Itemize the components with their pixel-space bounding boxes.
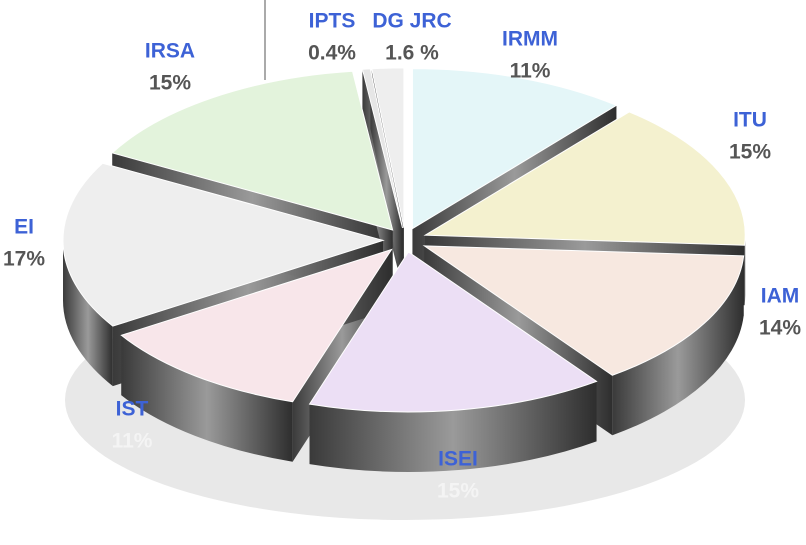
category-label: EI	[14, 216, 34, 239]
slice-top	[361, 68, 404, 229]
category-label: DG JRC	[372, 10, 451, 33]
slice-top	[422, 245, 745, 376]
value-label: 15%	[437, 480, 479, 503]
value-label: 15%	[729, 141, 771, 164]
slice-top	[308, 251, 598, 413]
slice-side	[121, 335, 293, 462]
value-label: 17%	[3, 248, 45, 271]
slice-top	[62, 162, 385, 327]
value-label: 15%	[149, 72, 191, 95]
slice-top	[423, 111, 746, 246]
slice-side	[63, 240, 113, 387]
category-label: IAM	[761, 285, 800, 308]
slice-side	[612, 255, 744, 436]
value-label: 14%	[759, 317, 801, 340]
value-label: 1.6 %	[385, 42, 439, 65]
category-label: IST	[116, 398, 149, 421]
slice-top	[111, 70, 394, 231]
slice-top	[411, 68, 618, 230]
category-label: IRSA	[145, 40, 195, 63]
labels: IRMM 11% ITU 15% IAM 14% ISEI 15% IST 11% EI 17% IRS…	[3, 10, 801, 503]
category-label: ISEI	[438, 448, 478, 471]
slice-side	[309, 381, 597, 472]
slice	[308, 251, 598, 472]
category-label: IPTS	[309, 10, 356, 33]
category-label: ITU	[733, 109, 767, 132]
value-label: 11%	[112, 430, 153, 453]
category-label: IRMM	[502, 28, 558, 51]
slice-top	[371, 67, 405, 229]
value-label: 11%	[510, 60, 551, 83]
slice-side	[744, 235, 746, 306]
slice-top	[120, 248, 393, 403]
pie	[62, 67, 746, 472]
value-label: 0.4%	[308, 42, 356, 65]
